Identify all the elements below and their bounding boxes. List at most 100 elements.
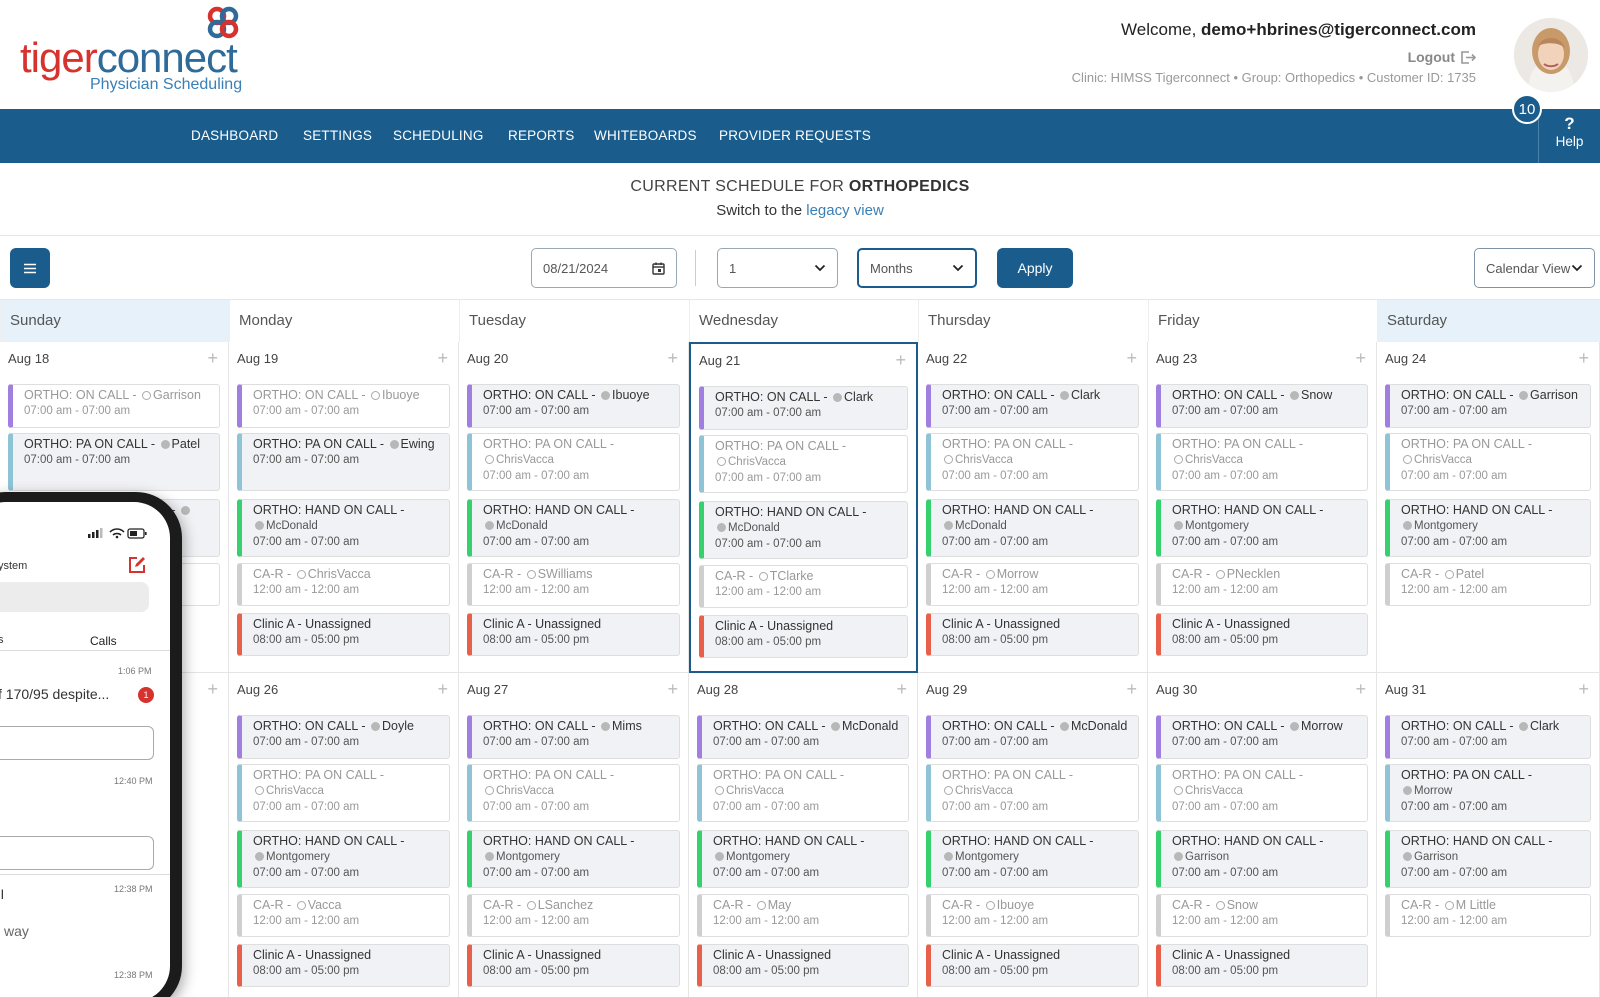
schedule-event[interactable]: ORTHO: PA ON CALL - ChrisVacca 07:00 am - … — [699, 435, 908, 493]
schedule-event[interactable]: ORTHO: PA ON CALL - ChrisVacca 07:00 am - … — [697, 764, 909, 822]
brand-logo[interactable]: tigerconnect Physician Scheduling — [20, 6, 250, 96]
calendar-day-cell-today[interactable]: Aug 21 + ORTHO: ON CALL - Clark 07:00 am - … — [689, 342, 918, 673]
add-event-icon[interactable]: + — [437, 348, 448, 368]
schedule-event[interactable]: ORTHO: ON CALL - Garrison 07:00 am - 07:0… — [1385, 384, 1591, 428]
phone-reply-field[interactable] — [0, 836, 154, 870]
schedule-event[interactable]: ORTHO: ON CALL - Garrison 07:00 am - 07:0… — [8, 384, 220, 428]
phone-tab-left[interactable]: s — [0, 634, 4, 646]
schedule-event[interactable]: ORTHO: ON CALL - Morrow 07:00 am - 07:00 … — [1156, 715, 1368, 759]
schedule-event[interactable]: CA-R - Ibuoye 12:00 am - 12:00 am — [926, 894, 1139, 937]
schedule-event[interactable]: ORTHO: HAND ON CALL - McDonald 07:00 am - … — [237, 499, 450, 557]
add-event-icon[interactable]: + — [1126, 348, 1137, 368]
schedule-event[interactable]: ORTHO: ON CALL - Doyle 07:00 am - 07:00 a… — [237, 715, 450, 759]
calendar-day-cell[interactable]: + — [0, 673, 229, 997]
calendar-day-cell[interactable]: Aug 31 + ORTHO: ON CALL - Clark 07:00 am - … — [1377, 673, 1600, 997]
add-event-icon[interactable]: + — [667, 348, 678, 368]
schedule-event[interactable]: CA-R - Patel 12:00 am - 12:00 am — [1385, 563, 1591, 606]
schedule-event[interactable]: CA-R - Snow 12:00 am - 12:00 am — [1156, 894, 1368, 937]
schedule-event[interactable]: ORTHO: HAND ON CALL - Montgomery 07:00 am … — [926, 830, 1139, 888]
schedule-event[interactable]: ORTHO: ON CALL - Ibuoye 07:00 am - 07:00 … — [237, 384, 450, 428]
avatar[interactable] — [1514, 18, 1588, 92]
schedule-event[interactable]: ORTHO: HAND ON CALL - Montgomery 07:00 am … — [697, 830, 909, 888]
schedule-event[interactable]: ORTHO: ON CALL - Ibuoye 07:00 am - 07:00 … — [467, 384, 680, 428]
schedule-event[interactable]: CA-R - May 12:00 am - 12:00 am — [697, 894, 909, 937]
add-event-icon[interactable]: + — [1355, 348, 1366, 368]
schedule-event[interactable]: CA-R - Vacca 12:00 am - 12:00 am — [237, 894, 450, 937]
schedule-event[interactable]: ORTHO: PA ON CALL - ChrisVacca 07:00 am - … — [467, 433, 680, 491]
nav-dashboard[interactable]: DASHBOARD — [191, 128, 279, 143]
schedule-event[interactable]: CA-R - Morrow 12:00 am - 12:00 am — [926, 563, 1139, 606]
count-select[interactable]: 1 — [717, 248, 838, 288]
nav-provider-requests[interactable]: PROVIDER REQUESTS — [719, 128, 871, 143]
schedule-event[interactable]: ORTHO: ON CALL - Clark 07:00 am - 07:00 a… — [1385, 715, 1591, 759]
logout-link[interactable]: Logout — [1408, 49, 1476, 65]
schedule-event[interactable]: ORTHO: HAND ON CALL - McDonald 07:00 am - … — [699, 501, 908, 559]
calendar-day-cell[interactable]: Aug 27 + ORTHO: ON CALL - Mims 07:00 am - 0… — [459, 673, 689, 997]
add-event-icon[interactable]: + — [437, 679, 448, 699]
add-event-icon[interactable]: + — [896, 679, 907, 699]
calendar-day-cell[interactable]: Aug 23 + ORTHO: ON CALL - Snow 07:00 am - 0… — [1148, 342, 1377, 673]
schedule-event[interactable]: ORTHO: PA ON CALL - ChrisVacca 07:00 am - … — [467, 764, 680, 822]
phone-reply-field[interactable] — [0, 726, 154, 760]
schedule-event[interactable]: ORTHO: PA ON CALL - Morrow 07:00 am - 07:0… — [1385, 764, 1591, 822]
schedule-event[interactable]: Clinic A - Unassigned 08:00 am - 05:00 pm — [926, 944, 1139, 987]
phone-tab-calls[interactable]: Calls — [90, 634, 117, 648]
schedule-event[interactable]: ORTHO: PA ON CALL - ChrisVacca 07:00 am - … — [926, 433, 1139, 491]
schedule-event[interactable]: CA-R - ChrisVacca 12:00 am - 12:00 am — [237, 563, 450, 606]
schedule-event[interactable]: ORTHO: PA ON CALL - ChrisVacca 07:00 am - … — [1385, 433, 1591, 491]
add-event-icon[interactable]: + — [1126, 679, 1137, 699]
schedule-event[interactable]: ORTHO: ON CALL - Snow 07:00 am - 07:00 am — [1156, 384, 1368, 428]
calendar-day-cell[interactable]: Aug 28 + ORTHO: ON CALL - McDonald 07:00 am… — [689, 673, 918, 997]
schedule-event[interactable]: Clinic A - Unassigned 08:00 am - 05:00 pm — [237, 613, 450, 656]
calendar-day-cell[interactable]: Aug 22 + ORTHO: ON CALL - Clark 07:00 am - … — [918, 342, 1148, 673]
schedule-event[interactable]: CA-R - LSanchez 12:00 am - 12:00 am — [467, 894, 680, 937]
schedule-event[interactable]: ORTHO: HAND ON CALL - Montgomery 07:00 am … — [237, 830, 450, 888]
schedule-event[interactable]: Clinic A - Unassigned 08:00 am - 05:00 pm — [1156, 613, 1368, 656]
add-event-icon[interactable]: + — [1578, 679, 1589, 699]
calendar-day-cell[interactable]: Aug 20 + ORTHO: ON CALL - Ibuoye 07:00 am -… — [459, 342, 689, 673]
calendar-day-cell[interactable]: Aug 26 + ORTHO: ON CALL - Doyle 07:00 am - … — [229, 673, 459, 997]
apply-button[interactable]: Apply — [997, 248, 1073, 288]
schedule-event[interactable]: ORTHO: PA ON CALL - ChrisVacca 07:00 am - … — [237, 764, 450, 822]
legacy-view-link[interactable]: legacy view — [806, 202, 884, 219]
schedule-event[interactable]: ORTHO: ON CALL - McDonald 07:00 am - 07:0… — [926, 715, 1139, 759]
schedule-event[interactable]: ORTHO: HAND ON CALL - Garrison 07:00 am - … — [1156, 830, 1368, 888]
compose-button[interactable] — [128, 556, 146, 579]
help-button[interactable]: ? Help — [1538, 109, 1600, 163]
schedule-event[interactable]: Clinic A - Unassigned 08:00 am - 05:00 pm — [237, 944, 450, 987]
calendar-day-cell[interactable]: Aug 29 + ORTHO: ON CALL - McDonald 07:00 am… — [918, 673, 1148, 997]
schedule-event[interactable]: ORTHO: PA ON CALL - ChrisVacca 07:00 am - … — [1156, 764, 1368, 822]
schedule-event[interactable]: ORTHO: HAND ON CALL - McDonald 07:00 am - … — [926, 499, 1139, 557]
add-event-icon[interactable]: + — [1355, 679, 1366, 699]
schedule-event[interactable]: ORTHO: ON CALL - Clark 07:00 am - 07:00 a… — [926, 384, 1139, 428]
schedule-event[interactable]: ORTHO: PA ON CALL - ChrisVacca 07:00 am - … — [926, 764, 1139, 822]
schedule-event[interactable]: Clinic A - Unassigned 08:00 am - 05:00 pm — [1156, 944, 1368, 987]
period-select[interactable]: Months — [857, 248, 977, 288]
schedule-event[interactable]: CA-R - TClarke 12:00 am - 12:00 am — [699, 565, 908, 608]
add-event-icon[interactable]: + — [207, 679, 218, 699]
add-event-icon[interactable]: + — [207, 348, 218, 368]
schedule-event[interactable]: Clinic A - Unassigned 08:00 am - 05:00 pm — [697, 944, 909, 987]
nav-whiteboards[interactable]: WHITEBOARDS — [594, 128, 697, 143]
calendar-day-cell[interactable]: Aug 30 + ORTHO: ON CALL - Morrow 07:00 am -… — [1148, 673, 1377, 997]
phone-search-bar[interactable] — [0, 582, 149, 612]
add-event-icon[interactable]: + — [667, 679, 678, 699]
nav-settings[interactable]: SETTINGS — [303, 128, 373, 143]
phone-message-preview[interactable]: f 170/95 despite... — [0, 686, 110, 702]
schedule-event[interactable]: ORTHO: PA ON CALL - Patel 07:00 am - 07:0… — [8, 433, 220, 491]
schedule-event[interactable]: ORTHO: HAND ON CALL - McDonald 07:00 am - … — [467, 499, 680, 557]
schedule-event[interactable]: ORTHO: HAND ON CALL - Garrison 07:00 am - … — [1385, 830, 1591, 888]
add-event-icon[interactable]: + — [1578, 348, 1589, 368]
schedule-event[interactable]: ORTHO: HAND ON CALL - Montgomery 07:00 am … — [467, 830, 680, 888]
schedule-event[interactable]: Clinic A - Unassigned 08:00 am - 05:00 pm — [467, 944, 680, 987]
schedule-event[interactable]: CA-R - M Little 12:00 am - 12:00 am — [1385, 894, 1591, 937]
nav-scheduling[interactable]: SCHEDULING — [393, 128, 484, 143]
phone-message-preview[interactable]: ll — [0, 887, 4, 902]
calendar-day-cell[interactable]: Aug 24 + ORTHO: ON CALL - Garrison 07:00 am… — [1377, 342, 1600, 673]
schedule-event[interactable]: ORTHO: ON CALL - Mims 07:00 am - 07:00 am — [467, 715, 680, 759]
nav-reports[interactable]: REPORTS — [508, 128, 575, 143]
add-event-icon[interactable]: + — [895, 350, 906, 370]
view-select[interactable]: Calendar View — [1474, 248, 1595, 288]
date-input[interactable]: 08/21/2024 — [531, 248, 677, 288]
schedule-event[interactable]: ORTHO: PA ON CALL - ChrisVacca 07:00 am - … — [1156, 433, 1368, 491]
